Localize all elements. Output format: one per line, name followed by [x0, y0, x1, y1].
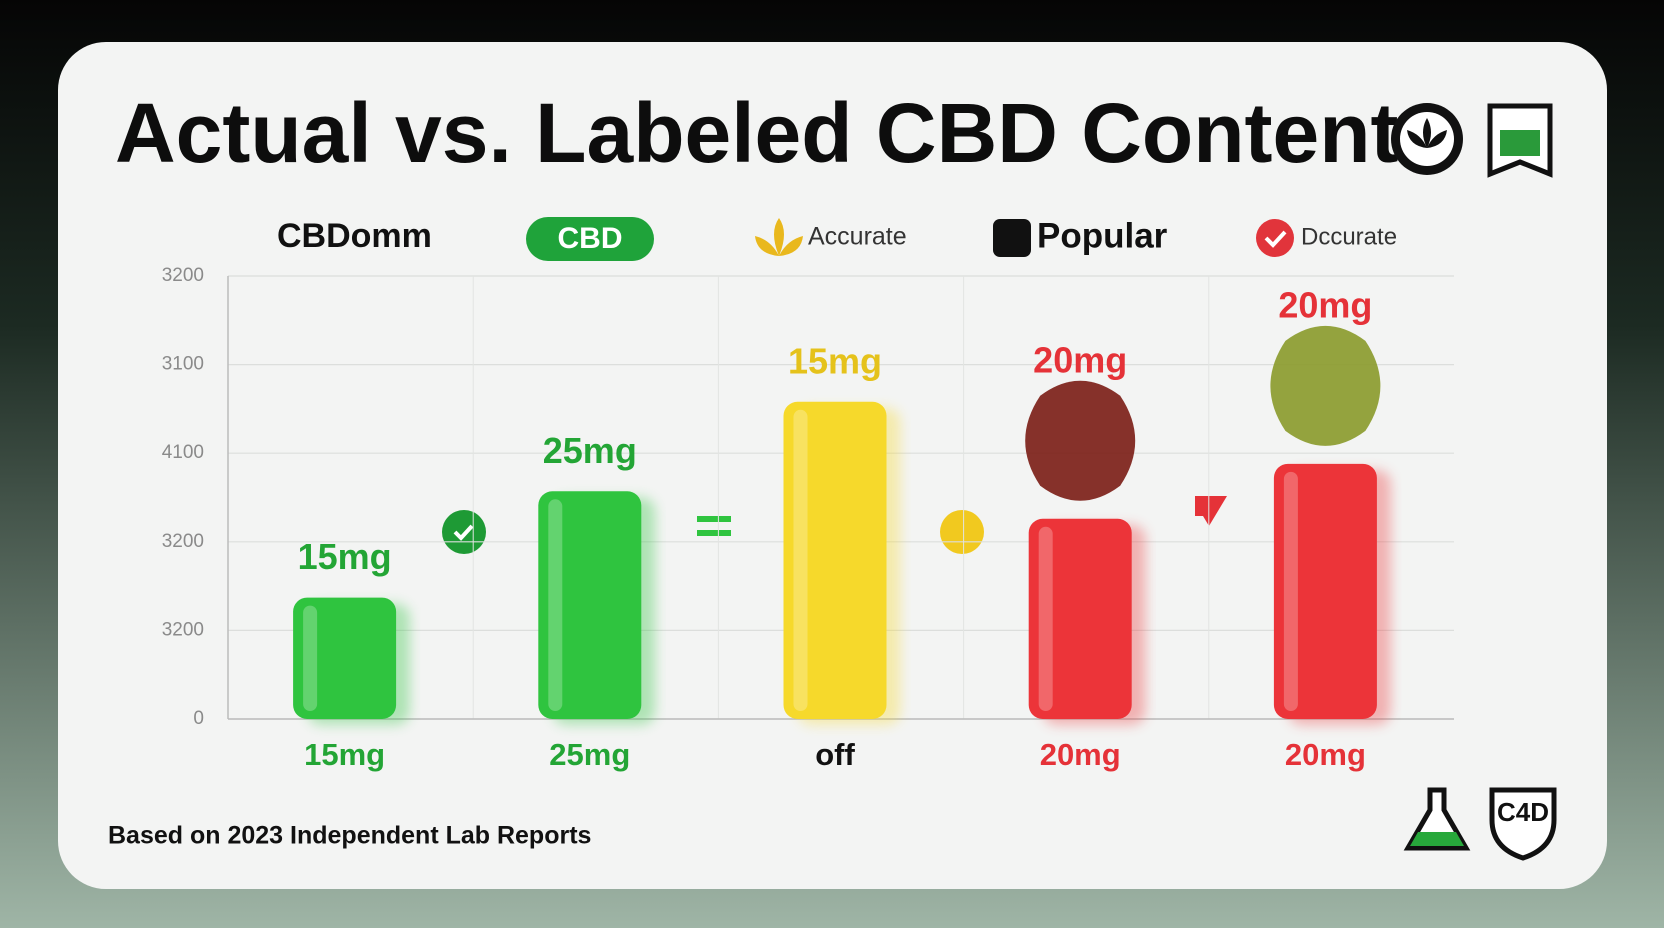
bar-label: 15mg [788, 340, 882, 381]
plot: 0 3200 3200 4100 3100 3200 15mg 15mg 25mg 25mg 15m… [162, 265, 1454, 772]
y-tick-label: 4100 [162, 442, 204, 463]
legend-icon [755, 218, 803, 256]
bar [1273, 463, 1377, 719]
bar-shine [548, 499, 563, 711]
x-tick-label: 15mg [304, 737, 385, 772]
bar-label: 20mg [1278, 284, 1372, 325]
badge-text: C4D [1497, 797, 1549, 827]
bar [293, 597, 397, 719]
bar-shine [303, 605, 318, 711]
gummy [1270, 325, 1381, 446]
bar-label: 20mg [1033, 339, 1127, 380]
legend-icon [1256, 219, 1294, 257]
gummy [1025, 380, 1136, 501]
legend: CBDomm CBD Accurate Popular Dccurate [277, 216, 1397, 261]
legend-label: Accurate [808, 223, 907, 251]
legend-label: Dccurate [1301, 223, 1397, 250]
lab-icon [1403, 787, 1557, 861]
bar [1028, 518, 1132, 719]
y-tick-label: 0 [193, 708, 204, 729]
bar-label: 15mg [298, 536, 392, 577]
badge-icon [1391, 103, 1553, 178]
bar-shine [1283, 471, 1298, 711]
x-tick-label: 25mg [549, 737, 630, 772]
legend-icon [993, 219, 1031, 257]
decor-icons [442, 496, 1227, 554]
legend-pill [526, 217, 654, 261]
y-tick-label: 3200 [162, 531, 204, 552]
legend-label: CBD [558, 222, 623, 255]
legend-label: Popular [1037, 216, 1168, 255]
y-tick-label: 3200 [162, 619, 204, 640]
x-tick-label: off [815, 737, 855, 772]
chart-title: Actual vs. Labeled CBD Content [115, 86, 1399, 180]
x-tick-label: 20mg [1285, 737, 1366, 772]
bar-shine [793, 409, 808, 711]
legend-icon [1264, 230, 1287, 248]
x-tick-label: 20mg [1040, 737, 1121, 772]
bar-label: 25mg [543, 430, 637, 471]
bar [783, 401, 887, 719]
bar [538, 491, 642, 719]
y-tick-label: 3200 [162, 265, 204, 286]
legend-label: CBDomm [277, 217, 432, 255]
footnote: Based on 2023 Independent Lab Reports [108, 822, 591, 850]
y-tick-label: 3100 [162, 354, 204, 375]
bar-shine [1038, 526, 1053, 711]
